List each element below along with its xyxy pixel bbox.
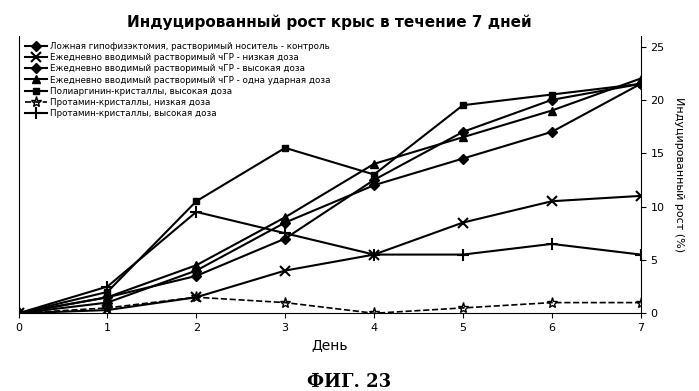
Ежедневно вводимый растворимый чГР - высокая доза [459,129,467,134]
Ежедневно вводимый растворимый чГР - низкая доза [459,220,467,225]
Ежедневно вводимый растворимый чГР - одна ударная доза [459,135,467,140]
Протамин-кристаллы, высокая доза [637,252,645,257]
Ежедневно вводимый растворимый чГР - высокая доза [547,97,556,102]
Ежедневно вводимый растворимый чГР - одна ударная доза [637,76,645,81]
Line: Ежедневно вводимый растворимый чГР - одна ударная доза: Ежедневно вводимый растворимый чГР - одн… [15,74,645,317]
Полиаргинин-кристаллы, высокая доза [281,145,289,150]
Line: Полиаргинин-кристаллы, высокая доза: Полиаргинин-кристаллы, высокая доза [15,81,644,317]
Ежедневно вводимый растворимый чГР - одна ударная доза [103,295,112,300]
Ложная гипофизэктомия, растворимый носитель - контроль [14,311,22,316]
Протамин-кристаллы, низкая доза [192,295,201,300]
Полиаргинин-кристаллы, высокая доза [370,172,378,177]
Ежедневно вводимый растворимый чГР - низкая доза [192,295,201,300]
Y-axis label: Индуцированный рост (%): Индуцированный рост (%) [674,97,684,252]
Line: Ежедневно вводимый растворимый чГР - низкая доза: Ежедневно вводимый растворимый чГР - низ… [14,191,646,318]
Ежедневно вводимый растворимый чГР - высокая доза [14,311,22,316]
Line: Ложная гипофизэктомия, растворимый носитель - контроль: Ложная гипофизэктомия, растворимый носит… [15,81,644,317]
Ежедневно вводимый растворимый чГР - низкая доза [281,268,289,273]
Протамин-кристаллы, низкая доза [370,311,378,316]
Протамин-кристаллы, высокая доза [192,210,201,214]
Протамин-кристаллы, низкая доза [14,311,22,316]
Ежедневно вводимый растворимый чГР - высокая доза [637,81,645,86]
Полиаргинин-кристаллы, высокая доза [14,311,22,316]
Полиаргинин-кристаллы, высокая доза [459,103,467,108]
Протамин-кристаллы, низкая доза [637,300,645,305]
Ежедневно вводимый растворимый чГР - одна ударная доза [547,108,556,113]
Title: Индуцированный рост крыс в течение 7 дней: Индуцированный рост крыс в течение 7 дне… [127,15,532,30]
Протамин-кристаллы, высокая доза [281,231,289,236]
Протамин-кристаллы, низкая доза [459,306,467,310]
Ежедневно вводимый растворимый чГР - одна ударная доза [192,263,201,267]
Ежедневно вводимый растворимый чГР - низкая доза [103,308,112,312]
Протамин-кристаллы, высокая доза [370,252,378,257]
X-axis label: День: День [311,339,348,353]
Ежедневно вводимый растворимый чГР - низкая доза [370,252,378,257]
Ложная гипофизэктомия, растворимый носитель - контроль [281,220,289,225]
Протамин-кристаллы, высокая доза [459,252,467,257]
Text: ФИГ. 23: ФИГ. 23 [308,373,391,391]
Line: Ежедневно вводимый растворимый чГР - высокая доза: Ежедневно вводимый растворимый чГР - выс… [15,81,644,317]
Протамин-кристаллы, низкая доза [281,300,289,305]
Протамин-кристаллы, низкая доза [103,306,112,310]
Полиаргинин-кристаллы, высокая доза [637,81,645,86]
Ежедневно вводимый растворимый чГР - одна ударная доза [281,215,289,220]
Протамин-кристаллы, высокая доза [103,284,112,289]
Полиаргинин-кристаллы, высокая доза [103,290,112,294]
Ложная гипофизэктомия, растворимый носитель - контроль [192,268,201,273]
Ежедневно вводимый растворимый чГР - одна ударная доза [14,311,22,316]
Протамин-кристаллы, высокая доза [14,311,22,316]
Ежедневно вводимый растворимый чГР - низкая доза [547,199,556,204]
Ложная гипофизэктомия, растворимый носитель - контроль [103,300,112,305]
Line: Протамин-кристаллы, высокая доза: Протамин-кристаллы, высокая доза [13,206,647,319]
Ежедневно вводимый растворимый чГР - высокая доза [192,274,201,278]
Полиаргинин-кристаллы, высокая доза [192,199,201,204]
Ежедневно вводимый растворимый чГР - высокая доза [103,295,112,300]
Ежедневно вводимый растворимый чГР - одна ударная доза [370,161,378,166]
Ложная гипофизэктомия, растворимый носитель - контроль [637,81,645,86]
Протамин-кристаллы, низкая доза [547,300,556,305]
Ложная гипофизэктомия, растворимый носитель - контроль [459,156,467,161]
Полиаргинин-кристаллы, высокая доза [547,92,556,97]
Протамин-кристаллы, высокая доза [547,242,556,246]
Ложная гипофизэктомия, растворимый носитель - контроль [370,183,378,188]
Ложная гипофизэктомия, растворимый носитель - контроль [547,129,556,134]
Line: Протамин-кристаллы, низкая доза: Протамин-кристаллы, низкая доза [13,292,647,319]
Ежедневно вводимый растворимый чГР - низкая доза [14,311,22,316]
Ежедневно вводимый растворимый чГР - высокая доза [370,178,378,182]
Ежедневно вводимый растворимый чГР - высокая доза [281,236,289,241]
Ежедневно вводимый растворимый чГР - низкая доза [637,194,645,198]
Legend: Ложная гипофизэктомия, растворимый носитель - контроль, Ежедневно вводимый раств: Ложная гипофизэктомия, растворимый носит… [23,40,332,120]
